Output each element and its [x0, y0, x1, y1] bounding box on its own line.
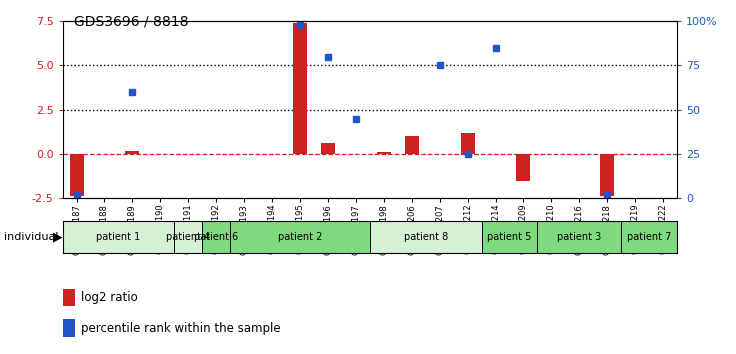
- Bar: [377, 152, 391, 154]
- Bar: [481, 221, 537, 253]
- Text: log2 ratio: log2 ratio: [81, 291, 138, 304]
- Bar: [405, 136, 419, 154]
- Bar: [202, 221, 230, 253]
- Bar: [293, 23, 307, 154]
- Text: patient 3: patient 3: [557, 232, 601, 242]
- Text: patient 2: patient 2: [277, 232, 322, 242]
- Text: patient 8: patient 8: [403, 232, 447, 242]
- Bar: [69, 154, 83, 196]
- Bar: [517, 154, 531, 181]
- Bar: [230, 221, 369, 253]
- Bar: [601, 154, 615, 196]
- Bar: [621, 221, 677, 253]
- Bar: [174, 221, 202, 253]
- Text: patient 4: patient 4: [166, 232, 210, 242]
- Text: patient 6: patient 6: [194, 232, 238, 242]
- Text: ▶: ▶: [53, 231, 63, 244]
- Bar: [537, 221, 621, 253]
- Bar: [321, 143, 335, 154]
- Text: patient 5: patient 5: [487, 232, 531, 242]
- Text: patient 1: patient 1: [96, 232, 141, 242]
- Bar: [461, 133, 475, 154]
- Bar: [370, 221, 481, 253]
- Text: GDS3696 / 8818: GDS3696 / 8818: [74, 14, 188, 28]
- Bar: [63, 319, 75, 337]
- Bar: [63, 221, 174, 253]
- Bar: [63, 289, 75, 307]
- Text: percentile rank within the sample: percentile rank within the sample: [81, 321, 280, 335]
- Bar: [125, 152, 139, 154]
- Text: individual: individual: [4, 232, 58, 242]
- Text: patient 7: patient 7: [627, 232, 671, 242]
